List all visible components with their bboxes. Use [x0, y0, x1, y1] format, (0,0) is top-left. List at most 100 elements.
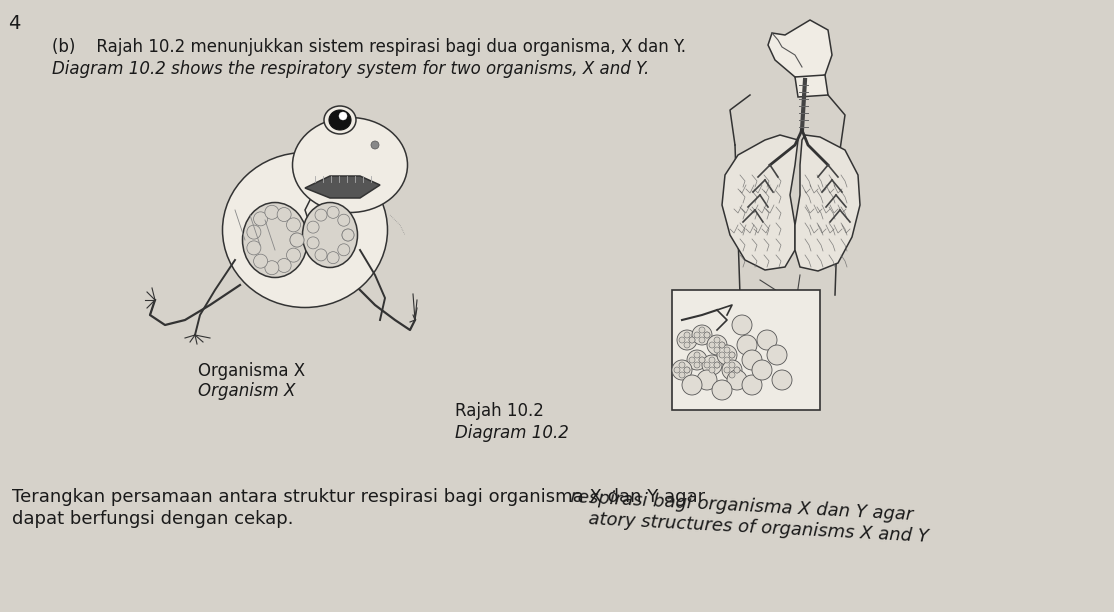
Polygon shape	[305, 190, 340, 225]
Circle shape	[709, 367, 715, 373]
Circle shape	[265, 261, 278, 275]
Ellipse shape	[223, 152, 388, 307]
Circle shape	[709, 357, 715, 363]
Circle shape	[727, 370, 747, 390]
Circle shape	[742, 375, 762, 395]
Circle shape	[315, 209, 328, 221]
Text: Terangkan persamaan antara struktur respirasi bagi organisma X dan Y agar: Terangkan persamaan antara struktur resp…	[12, 488, 705, 506]
Circle shape	[698, 327, 705, 333]
Circle shape	[247, 225, 261, 239]
Circle shape	[724, 347, 730, 353]
Text: dapat berfungsi dengan cekap.: dapat berfungsi dengan cekap.	[12, 510, 293, 528]
Circle shape	[694, 332, 700, 338]
Circle shape	[737, 335, 758, 355]
Circle shape	[758, 330, 776, 350]
Circle shape	[734, 367, 740, 373]
Circle shape	[732, 315, 752, 335]
Circle shape	[729, 352, 735, 358]
Circle shape	[694, 352, 700, 358]
Circle shape	[674, 367, 680, 373]
Circle shape	[694, 362, 700, 368]
Circle shape	[719, 342, 725, 348]
Circle shape	[734, 367, 740, 373]
Circle shape	[265, 205, 278, 219]
Circle shape	[704, 362, 710, 368]
Circle shape	[680, 337, 685, 343]
Circle shape	[729, 352, 735, 358]
Circle shape	[254, 254, 267, 268]
Circle shape	[752, 360, 772, 380]
Circle shape	[672, 360, 692, 380]
Polygon shape	[722, 135, 798, 270]
Circle shape	[286, 248, 301, 262]
Text: 4: 4	[8, 14, 20, 33]
Polygon shape	[768, 20, 832, 80]
Circle shape	[286, 218, 301, 232]
Circle shape	[688, 337, 695, 343]
Circle shape	[719, 352, 725, 358]
Text: respirasi bagi organisma X dan Y agar: respirasi bagi organisma X dan Y agar	[570, 488, 913, 524]
Circle shape	[729, 372, 735, 378]
Circle shape	[684, 332, 690, 338]
Text: Rajah 10.2: Rajah 10.2	[455, 402, 544, 420]
Circle shape	[277, 258, 291, 272]
Circle shape	[698, 357, 705, 363]
Circle shape	[772, 370, 792, 390]
Circle shape	[709, 342, 715, 348]
Circle shape	[680, 372, 685, 378]
Ellipse shape	[293, 118, 408, 212]
Circle shape	[680, 362, 685, 368]
Circle shape	[724, 367, 730, 373]
FancyBboxPatch shape	[672, 290, 820, 410]
Circle shape	[338, 214, 350, 226]
Circle shape	[692, 325, 712, 345]
Text: atory structures of organisms X and Y: atory structures of organisms X and Y	[588, 510, 929, 546]
Circle shape	[714, 362, 720, 368]
Circle shape	[714, 362, 720, 368]
Text: Diagram 10.2: Diagram 10.2	[455, 424, 569, 442]
Circle shape	[328, 206, 339, 218]
Circle shape	[704, 332, 710, 338]
Circle shape	[724, 357, 730, 363]
Circle shape	[729, 362, 735, 368]
Circle shape	[290, 233, 304, 247]
Circle shape	[371, 141, 379, 149]
Circle shape	[342, 229, 354, 241]
Circle shape	[315, 249, 328, 261]
Circle shape	[719, 342, 725, 348]
Circle shape	[698, 357, 705, 363]
Circle shape	[702, 355, 722, 375]
Circle shape	[742, 350, 762, 370]
Polygon shape	[305, 176, 380, 198]
Ellipse shape	[303, 203, 358, 267]
Circle shape	[342, 229, 354, 241]
Circle shape	[768, 345, 786, 365]
Circle shape	[717, 345, 737, 365]
Text: (b)    Rajah 10.2 menunjukkan sistem respirasi bagi dua organisma, X dan Y.: (b) Rajah 10.2 menunjukkan sistem respir…	[52, 38, 686, 56]
Text: Organism Y: Organism Y	[693, 368, 789, 386]
Circle shape	[307, 221, 319, 233]
Circle shape	[707, 335, 727, 355]
Ellipse shape	[243, 203, 307, 277]
Polygon shape	[795, 75, 828, 97]
Circle shape	[704, 332, 710, 338]
Circle shape	[697, 370, 717, 390]
Text: Organisma Y: Organisma Y	[693, 348, 799, 366]
Circle shape	[714, 347, 720, 353]
Circle shape	[688, 337, 695, 343]
Circle shape	[254, 212, 267, 226]
Circle shape	[684, 367, 690, 373]
Circle shape	[677, 330, 697, 350]
Circle shape	[682, 375, 702, 395]
Circle shape	[328, 252, 339, 264]
Circle shape	[684, 342, 690, 348]
Circle shape	[684, 367, 690, 373]
Circle shape	[722, 360, 742, 380]
Ellipse shape	[329, 110, 351, 130]
Circle shape	[714, 337, 720, 343]
Text: Organism X: Organism X	[198, 382, 295, 400]
Circle shape	[712, 380, 732, 400]
Circle shape	[688, 357, 695, 363]
Circle shape	[687, 350, 707, 370]
Ellipse shape	[324, 106, 356, 134]
